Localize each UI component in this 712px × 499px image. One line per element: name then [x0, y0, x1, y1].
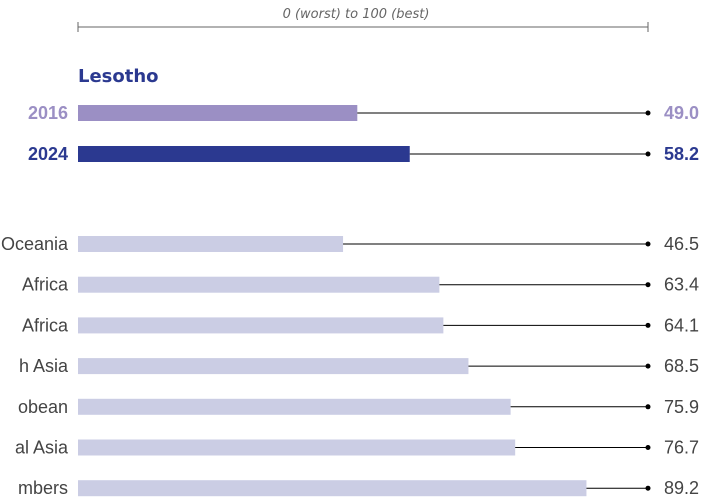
comparison-bar-5: [78, 439, 516, 456]
comparison-value-0: 46.5: [664, 234, 699, 254]
country-leader-dot-0: [645, 110, 651, 116]
scale-label-bg: [268, 2, 444, 22]
comparison-leader-dot-4: [645, 404, 651, 410]
country-value-1: 58.2: [664, 144, 699, 164]
country-bar-0: [78, 105, 358, 121]
comparison-leader-dot-5: [645, 445, 651, 450]
comparison-leader-dot-0: [645, 241, 651, 247]
comparison-label-1: Africa: [22, 275, 69, 295]
comparison-value-1: 63.4: [664, 275, 699, 295]
comparison-leader-dot-1: [645, 282, 651, 288]
bar-rows: 2016 49.0 2024 58.2 Oceania 46.5 Africa 63.4 Afr…: [1, 103, 699, 498]
country-label-1: 2024: [28, 144, 68, 164]
comparison-value-6: 89.2: [664, 478, 699, 498]
country-label-0: 2016: [28, 103, 68, 123]
comparison-value-2: 64.1: [664, 315, 699, 335]
scale-axis: 0 (worst) to 100 (best): [77, 2, 649, 32]
comparison-value-3: 68.5: [664, 356, 699, 376]
country-title: Lesotho: [78, 66, 159, 87]
comparison-leader-dot-2: [645, 322, 651, 328]
comparison-bar-6: [78, 480, 587, 497]
comparison-label-5: al Asia: [15, 438, 69, 458]
comparison-leader-dot-6: [645, 485, 651, 491]
comparison-value-5: 76.7: [664, 438, 699, 458]
scale-label: 0 (worst) to 100 (best): [283, 7, 430, 22]
comparison-label-6: mbers: [18, 478, 68, 498]
comparison-label-0: Oceania: [1, 234, 69, 254]
comparison-label-3: h Asia: [19, 356, 69, 376]
comparison-bar-4: [78, 398, 511, 415]
comparison-bar-1: [78, 276, 440, 293]
comparison-leader-dot-3: [645, 363, 651, 369]
comparison-label-4: obean: [18, 397, 68, 417]
country-value-0: 49.0: [664, 103, 699, 123]
comparison-bar-2: [78, 317, 444, 334]
comparison-label-2: Africa: [22, 315, 69, 335]
comparison-bar-0: [78, 236, 344, 252]
comparison-value-4: 75.9: [664, 397, 699, 417]
comparison-bar-3: [78, 358, 469, 375]
country-bar-1: [78, 146, 410, 162]
country-leader-dot-1: [645, 151, 651, 157]
